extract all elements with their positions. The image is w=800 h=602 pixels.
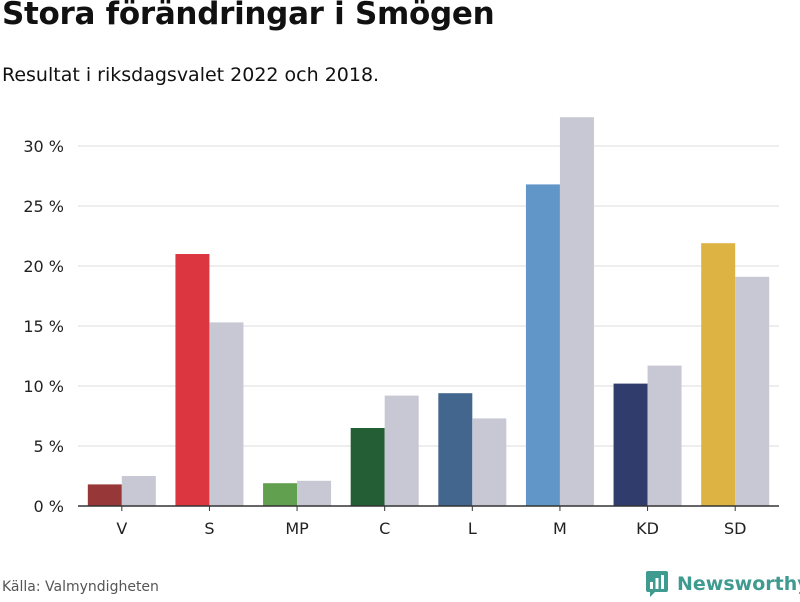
x-tick-label: V xyxy=(116,519,127,538)
bars xyxy=(87,117,770,506)
y-tick-label: 5 % xyxy=(34,437,64,456)
y-tick-label: 15 % xyxy=(23,317,64,336)
x-tick-label: MP xyxy=(285,519,309,538)
y-tick-label: 0 % xyxy=(34,497,64,516)
bar-v-series-2[interactable] xyxy=(121,476,156,506)
bar-sd-series-2[interactable] xyxy=(735,276,770,506)
x-tick-label: C xyxy=(379,519,390,538)
x-axis-tick-labels: V S MP C L M KD SD xyxy=(116,506,746,538)
bar-kd-series-2[interactable] xyxy=(647,365,682,506)
bar-l-series-2[interactable] xyxy=(472,418,507,506)
brand-name: Newsworthy xyxy=(677,573,800,595)
brand-logo[interactable]: Newsworthy xyxy=(645,568,800,600)
bar-l-series-1[interactable] xyxy=(438,393,473,506)
y-tick-label: 25 % xyxy=(23,197,64,216)
x-tick-label: SD xyxy=(724,519,746,538)
chart-title: Stora förändringar i Smögen xyxy=(2,0,495,32)
source-note: Källa: Valmyndigheten xyxy=(2,579,159,595)
bar-s-series-2[interactable] xyxy=(209,322,244,506)
x-tick-label: L xyxy=(468,519,477,538)
x-tick-label: M xyxy=(553,519,567,538)
x-tick-label: S xyxy=(204,519,214,538)
bar-m-series-2[interactable] xyxy=(559,117,594,506)
newsworthy-logo-icon xyxy=(645,570,669,598)
bar-s-series-1[interactable] xyxy=(175,254,210,506)
bar-c-series-1[interactable] xyxy=(350,428,385,506)
y-tick-label: 10 % xyxy=(23,377,64,396)
y-tick-label: 30 % xyxy=(23,137,64,156)
chart-subtitle: Resultat i riksdagsvalet 2022 och 2018. xyxy=(2,64,380,86)
bar-chart: 0 % 5 % 10 % 15 % 20 % 25 % 30 % V S MP C L M KD SD xyxy=(23,117,779,538)
x-tick-label: KD xyxy=(636,519,659,538)
bar-m-series-1[interactable] xyxy=(525,184,560,506)
bar-c-series-2[interactable] xyxy=(384,395,419,506)
y-axis-tick-labels: 0 % 5 % 10 % 15 % 20 % 25 % 30 % xyxy=(23,137,64,516)
bar-kd-series-1[interactable] xyxy=(613,383,648,506)
bar-mp-series-2[interactable] xyxy=(297,480,332,506)
bar-mp-series-1[interactable] xyxy=(263,483,298,506)
bar-v-series-1[interactable] xyxy=(87,484,122,506)
y-tick-label: 20 % xyxy=(23,257,64,276)
bar-sd-series-1[interactable] xyxy=(701,243,736,506)
